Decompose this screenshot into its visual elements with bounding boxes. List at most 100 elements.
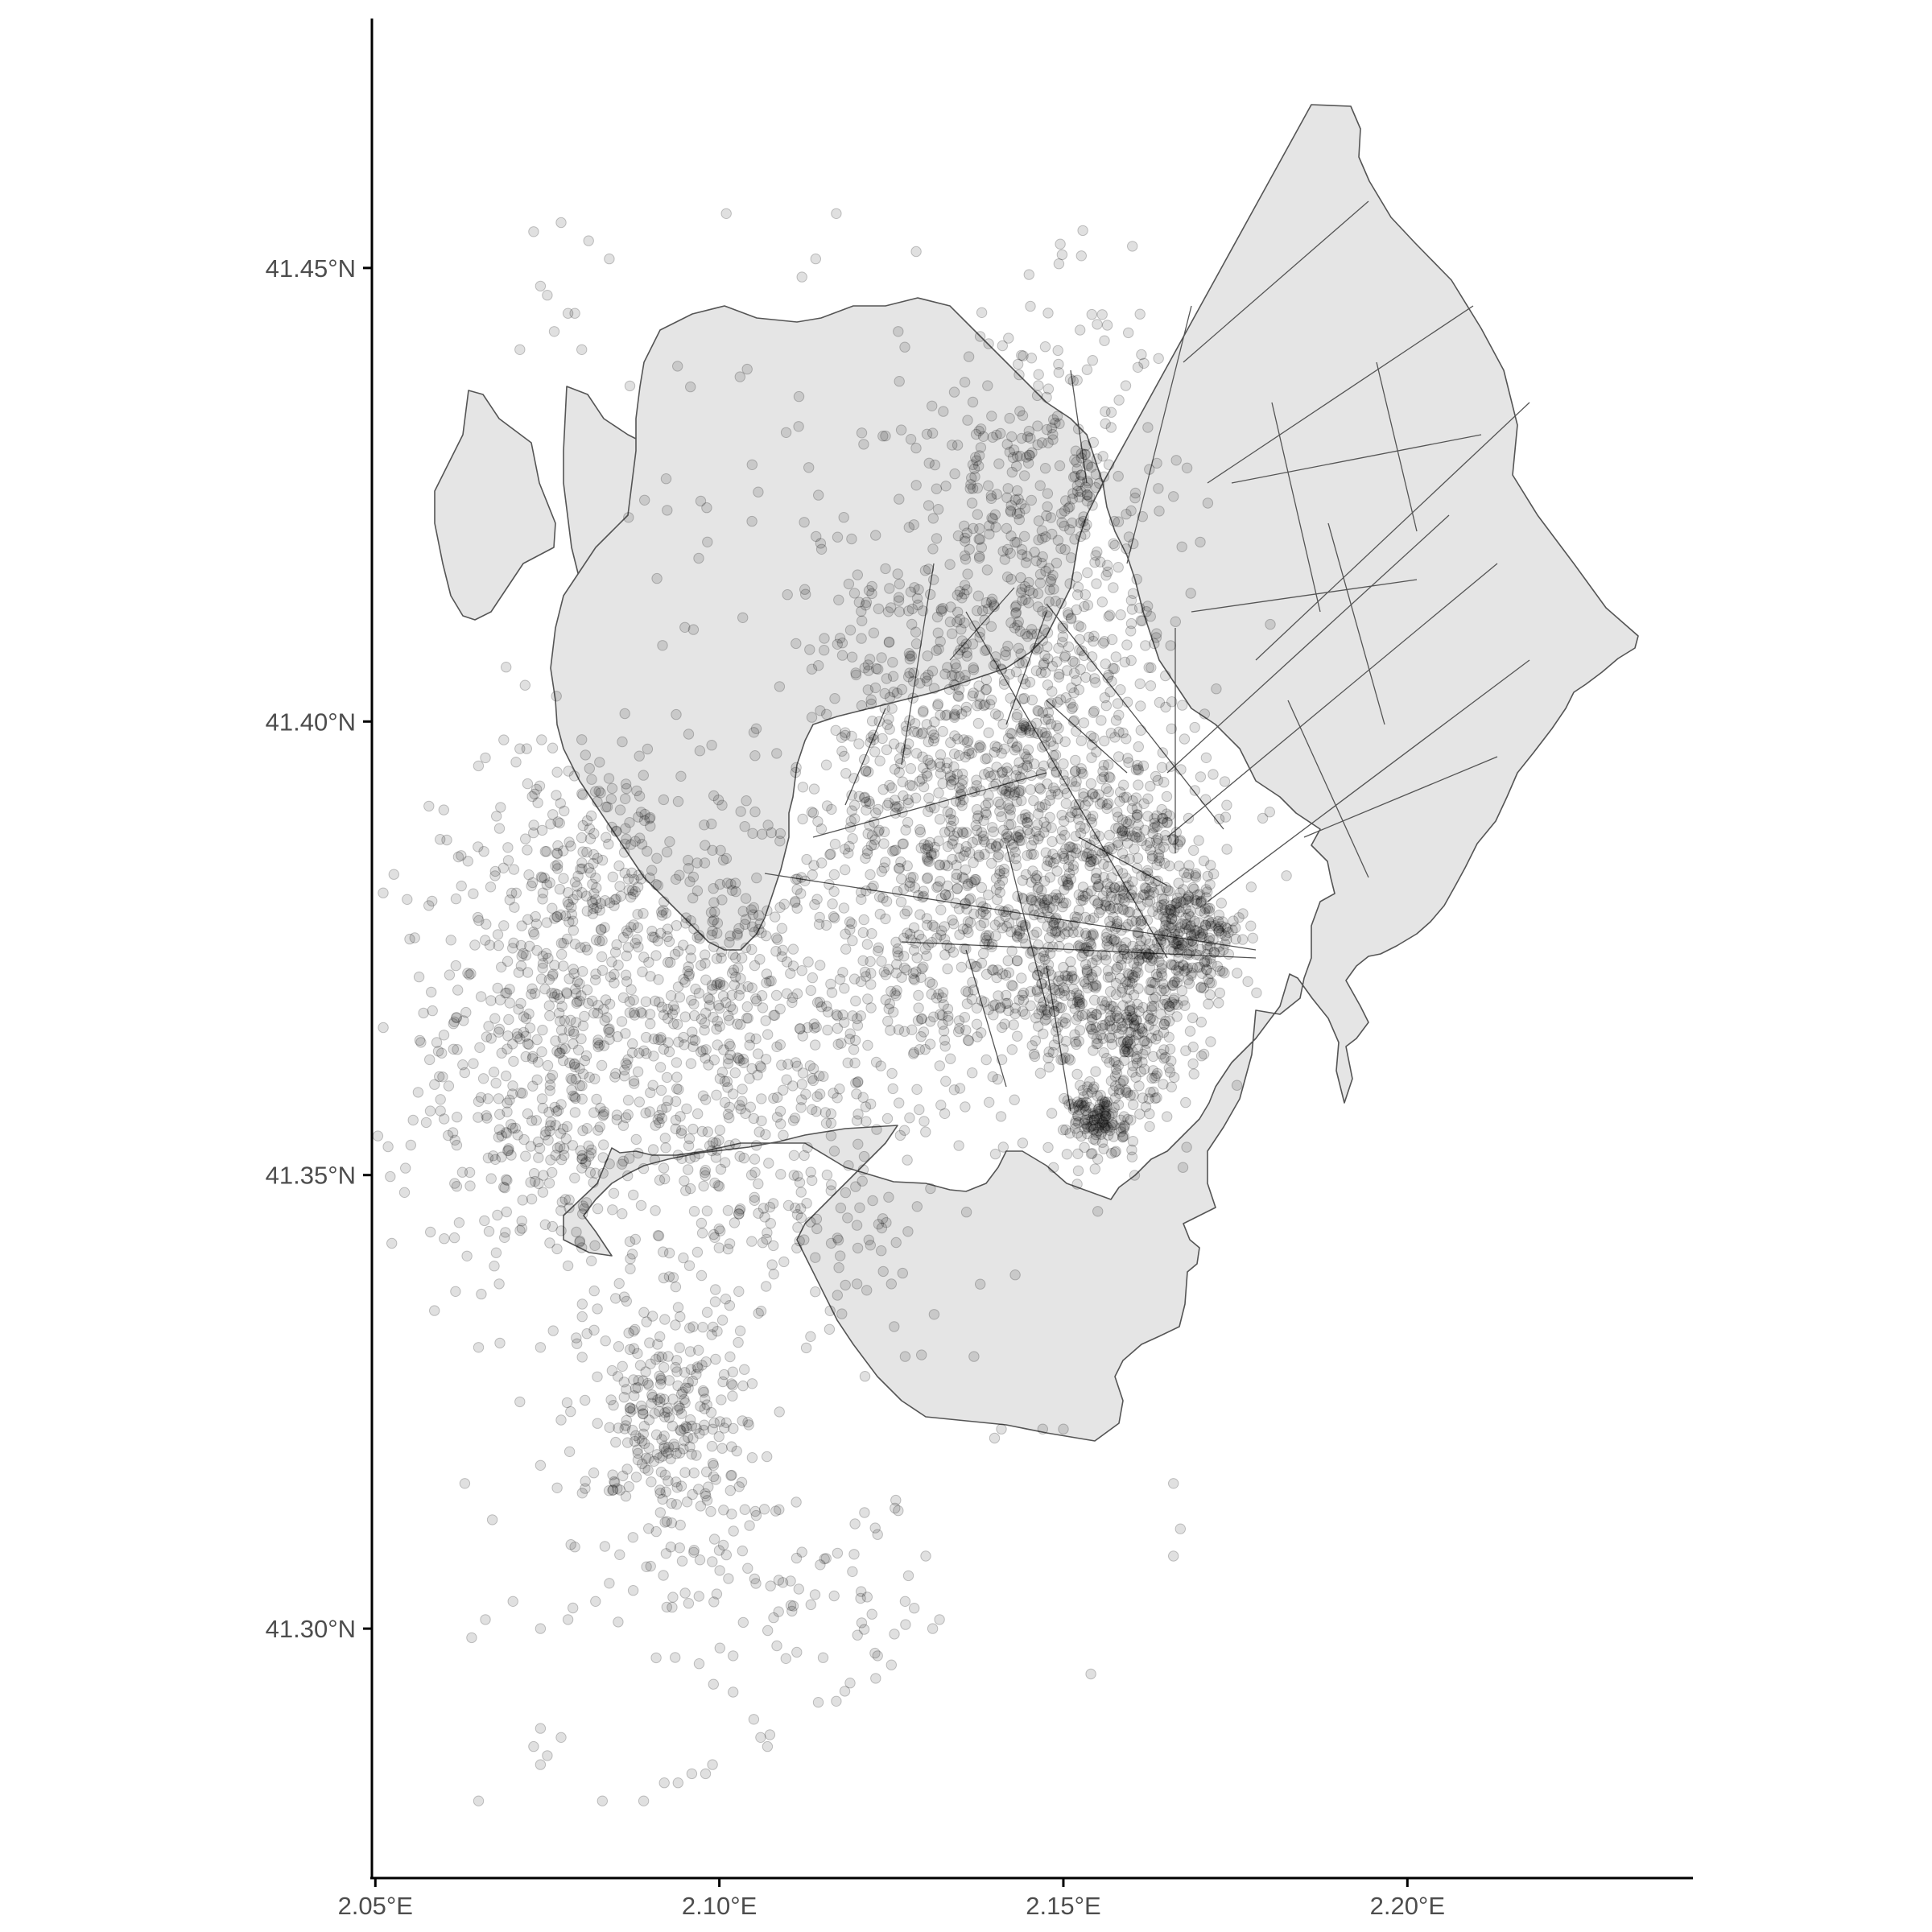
data-point [879,703,890,714]
data-point [714,1642,725,1653]
data-point [1127,795,1138,807]
data-point [996,811,1007,823]
data-point [647,1080,658,1091]
data-point [956,785,968,796]
data-point [1055,1002,1067,1013]
data-point [843,578,855,590]
data-point [1110,715,1122,726]
data-point [963,927,974,939]
data-point [848,1044,860,1055]
data-point [1084,840,1096,851]
data-point [696,1217,708,1229]
data-point [491,811,502,822]
data-point [1088,635,1099,647]
data-point [1002,799,1013,811]
data-point [498,920,510,931]
data-point [514,344,526,355]
data-point [527,1080,539,1092]
data-point [1055,931,1066,943]
data-point [750,1578,762,1589]
data-point [543,1106,555,1118]
data-point [1163,1063,1175,1074]
data-point [1117,814,1129,826]
data-point [720,852,733,865]
data-point [987,1071,998,1083]
data-point [1088,811,1099,822]
data-point [1078,511,1089,522]
data-point [688,1206,700,1217]
data-point [927,978,939,989]
data-point [910,638,923,650]
data-point [998,783,1009,795]
data-point [979,645,991,656]
data-point [702,536,713,547]
data-point [883,637,895,648]
data-point [1019,1009,1031,1020]
data-point [568,1602,579,1614]
data-point [753,1178,764,1190]
data-point [662,1402,674,1414]
data-point [1080,959,1092,970]
data-point [1157,817,1169,828]
data-point [420,1117,432,1129]
data-point [676,1125,687,1136]
data-point [622,1170,634,1182]
data-point [1010,831,1022,842]
data-point [588,1468,600,1479]
data-point [585,1147,597,1159]
data-point [676,1555,688,1567]
data-point [1034,801,1046,812]
data-point [646,1476,657,1488]
data-point [521,743,532,754]
data-point [1060,495,1071,506]
data-point [962,916,974,927]
data-point [1281,870,1292,881]
data-point [452,851,464,863]
data-point [1108,663,1121,675]
data-point [956,768,968,779]
district-boundary [1191,579,1418,613]
data-point [691,1450,702,1461]
data-point [1040,821,1052,832]
data-point [904,877,916,889]
data-point [1082,967,1093,979]
data-point [955,790,966,801]
data-point [1165,904,1176,915]
data-point [1146,881,1158,893]
data-point [657,640,668,651]
data-point [874,755,886,766]
data-point [943,890,955,902]
data-point [1003,819,1015,831]
data-point [975,897,987,908]
data-point [1146,662,1157,674]
data-point [699,857,711,869]
data-point [1181,462,1193,473]
data-point [735,1103,746,1115]
data-point [650,879,662,890]
data-point [547,1166,558,1179]
data-point [1189,721,1200,733]
data-point [1096,1023,1108,1034]
data-point [1125,1114,1137,1126]
data-point [1159,994,1170,1005]
data-point [1231,1080,1243,1091]
data-point [1190,872,1202,883]
data-point [978,917,990,929]
data-point [910,480,922,491]
data-point [638,1405,649,1416]
data-point [933,643,944,654]
data-point [1149,817,1161,829]
data-point [1074,634,1085,646]
data-point [1045,718,1057,730]
data-point [950,898,961,909]
data-point [1085,940,1097,952]
data-point [870,1056,882,1068]
data-point [902,1226,914,1237]
data-point [635,1199,647,1212]
data-point [1059,736,1071,748]
data-point [994,865,1006,877]
data-point [811,530,822,543]
data-point [526,989,537,1000]
data-point [945,807,956,819]
data-point [932,627,944,638]
